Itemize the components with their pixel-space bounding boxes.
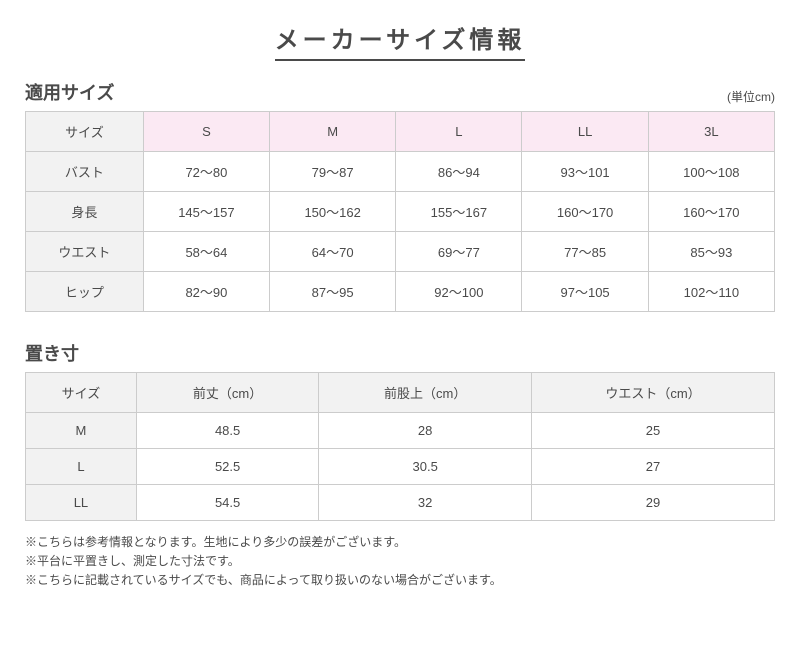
cell: 25 — [532, 413, 775, 449]
cell: 29 — [532, 485, 775, 521]
col-header: ウエスト（cm） — [532, 373, 775, 413]
col-header: 3L — [648, 112, 774, 152]
row-label: バスト — [26, 152, 144, 192]
cell: 28 — [319, 413, 532, 449]
cell: 87〜95 — [270, 272, 396, 312]
note-line: ※こちらは参考情報となります。生地により多少の誤差がございます。 — [25, 533, 775, 552]
cell: 30.5 — [319, 449, 532, 485]
col-header: L — [396, 112, 522, 152]
size-table-2: サイズ 前丈（cm） 前股上（cm） ウエスト（cm） M 48.5 28 25… — [25, 372, 775, 521]
cell: 77〜85 — [522, 232, 648, 272]
table-row: 身長 145〜157 150〜162 155〜167 160〜170 160〜1… — [26, 192, 775, 232]
section1-unit: (単位cm) — [727, 88, 775, 105]
section1-header: 適用サイズ (単位cm) — [25, 79, 775, 105]
row-label: L — [26, 449, 137, 485]
cell: 79〜87 — [270, 152, 396, 192]
cell: 97〜105 — [522, 272, 648, 312]
cell: 100〜108 — [648, 152, 774, 192]
cell: 160〜170 — [648, 192, 774, 232]
cell: 58〜64 — [143, 232, 269, 272]
notes-block: ※こちらは参考情報となります。生地により多少の誤差がございます。 ※平台に平置き… — [25, 533, 775, 591]
cell: 150〜162 — [270, 192, 396, 232]
col-header: 前股上（cm） — [319, 373, 532, 413]
table-row: ウエスト 58〜64 64〜70 69〜77 77〜85 85〜93 — [26, 232, 775, 272]
col-header: LL — [522, 112, 648, 152]
col-header: 前丈（cm） — [136, 373, 318, 413]
cell: 64〜70 — [270, 232, 396, 272]
main-title: メーカーサイズ情報 — [275, 20, 526, 61]
cell: 160〜170 — [522, 192, 648, 232]
note-line: ※平台に平置きし、測定した寸法です。 — [25, 552, 775, 571]
cell: 32 — [319, 485, 532, 521]
table-row: LL 54.5 32 29 — [26, 485, 775, 521]
table-row: バスト 72〜80 79〜87 86〜94 93〜101 100〜108 — [26, 152, 775, 192]
cell: 92〜100 — [396, 272, 522, 312]
col-header: サイズ — [26, 112, 144, 152]
cell: 52.5 — [136, 449, 318, 485]
cell: 82〜90 — [143, 272, 269, 312]
cell: 72〜80 — [143, 152, 269, 192]
row-label: LL — [26, 485, 137, 521]
cell: 69〜77 — [396, 232, 522, 272]
cell: 86〜94 — [396, 152, 522, 192]
table-row: サイズ S M L LL 3L — [26, 112, 775, 152]
section2-title: 置き寸 — [25, 340, 79, 366]
title-row: メーカーサイズ情報 — [25, 20, 775, 61]
cell: 145〜157 — [143, 192, 269, 232]
cell: 155〜167 — [396, 192, 522, 232]
row-label: 身長 — [26, 192, 144, 232]
page-container: メーカーサイズ情報 適用サイズ (単位cm) サイズ S M L LL 3L バ… — [0, 0, 800, 611]
cell: 27 — [532, 449, 775, 485]
row-label: M — [26, 413, 137, 449]
cell: 102〜110 — [648, 272, 774, 312]
table-row: L 52.5 30.5 27 — [26, 449, 775, 485]
col-header: M — [270, 112, 396, 152]
col-header: S — [143, 112, 269, 152]
section1-title: 適用サイズ — [25, 79, 114, 105]
col-header: サイズ — [26, 373, 137, 413]
table-row: M 48.5 28 25 — [26, 413, 775, 449]
cell: 54.5 — [136, 485, 318, 521]
row-label: ヒップ — [26, 272, 144, 312]
cell: 85〜93 — [648, 232, 774, 272]
section2-header: 置き寸 — [25, 340, 775, 366]
row-label: ウエスト — [26, 232, 144, 272]
cell: 93〜101 — [522, 152, 648, 192]
table-row: ヒップ 82〜90 87〜95 92〜100 97〜105 102〜110 — [26, 272, 775, 312]
cell: 48.5 — [136, 413, 318, 449]
size-table-1: サイズ S M L LL 3L バスト 72〜80 79〜87 86〜94 93… — [25, 111, 775, 312]
note-line: ※こちらに記載されているサイズでも、商品によって取り扱いのない場合がございます。 — [25, 571, 775, 590]
table-row: サイズ 前丈（cm） 前股上（cm） ウエスト（cm） — [26, 373, 775, 413]
